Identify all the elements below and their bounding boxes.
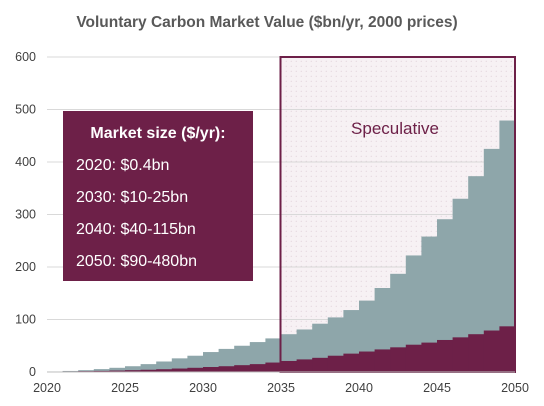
area-step-0-2032 bbox=[218, 366, 235, 372]
area-step-0-2031 bbox=[203, 367, 219, 372]
area-step-1-2025 bbox=[109, 367, 126, 372]
chart-title: Voluntary Carbon Market Value ($bn/yr, 2… bbox=[76, 14, 457, 31]
area-step-0-2047 bbox=[452, 337, 469, 372]
area-step-0-2029 bbox=[171, 368, 188, 372]
area-step-0-2050 bbox=[499, 326, 516, 372]
plot-area bbox=[47, 120, 516, 373]
y-tick-label-500: 500 bbox=[15, 103, 36, 117]
area-step-1-2048 bbox=[468, 176, 485, 372]
x-tick-label-2040: 2040 bbox=[345, 381, 373, 395]
callout-line-2040: 2040: $40-115bn bbox=[76, 221, 196, 238]
area-step-0-2038 bbox=[312, 357, 329, 372]
area-step-0-2033 bbox=[234, 365, 251, 372]
callout-heading: Market size ($/yr): bbox=[90, 125, 225, 142]
x-tick-label-2025: 2025 bbox=[111, 381, 139, 395]
area-step-1-2024 bbox=[93, 369, 110, 372]
area-series-0 bbox=[47, 326, 516, 372]
area-step-1-2026 bbox=[125, 366, 141, 372]
callout-line-2020: 2020: $0.4bn bbox=[76, 157, 169, 174]
area-step-1-2028 bbox=[156, 361, 173, 372]
area-step-0-2041 bbox=[359, 351, 375, 372]
area-step-0-2049 bbox=[483, 330, 500, 372]
y-tick-label-0: 0 bbox=[29, 365, 36, 379]
area-step-0-2048 bbox=[468, 334, 485, 372]
area-step-0-2035 bbox=[265, 362, 282, 372]
area-step-1-2023 bbox=[78, 370, 95, 372]
area-step-1-2050 bbox=[499, 120, 516, 373]
area-step-0-2030 bbox=[187, 367, 204, 372]
area-step-1-2046 bbox=[437, 219, 453, 372]
area-step-0-2036 bbox=[281, 360, 297, 372]
area-step-1-2044 bbox=[405, 255, 422, 372]
area-step-0-2040 bbox=[343, 353, 360, 372]
y-axis: 0 100 200 300 400 500 600 bbox=[15, 50, 36, 379]
area-step-0-2034 bbox=[249, 364, 266, 372]
area-step-0-2044 bbox=[405, 344, 422, 372]
callout-line-2050: 2050: $90-480bn bbox=[76, 253, 197, 270]
y-tick-label-400: 400 bbox=[15, 155, 36, 169]
area-step-0-2024 bbox=[93, 370, 110, 372]
x-tick-label-2045: 2045 bbox=[423, 381, 451, 395]
area-step-1-2045 bbox=[421, 236, 438, 372]
x-tick-label-2035: 2035 bbox=[267, 381, 295, 395]
area-step-0-2037 bbox=[296, 359, 313, 372]
y-tick-label-300: 300 bbox=[15, 208, 36, 222]
area-step-0-2043 bbox=[390, 347, 407, 372]
area-step-0-2039 bbox=[327, 355, 344, 372]
x-tick-label-2020: 2020 bbox=[33, 381, 61, 395]
area-step-0-2025 bbox=[109, 370, 126, 372]
x-tick-label-2030: 2030 bbox=[189, 381, 217, 395]
y-tick-label-100: 100 bbox=[15, 313, 36, 327]
x-axis: 2020 2025 2030 2035 2040 2045 2050 bbox=[33, 381, 529, 395]
market-size-callout: Market size ($/yr): 2020: $0.4bn 2030: $… bbox=[63, 111, 253, 281]
area-step-1-2027 bbox=[140, 364, 157, 372]
area-step-1-2047 bbox=[452, 198, 469, 372]
speculative-label: Speculative bbox=[351, 119, 439, 138]
area-step-0-2026 bbox=[125, 370, 141, 372]
y-tick-label-200: 200 bbox=[15, 260, 36, 274]
y-tick-label-600: 600 bbox=[15, 50, 36, 64]
area-step-1-2049 bbox=[483, 148, 500, 372]
area-step-0-2028 bbox=[156, 369, 173, 372]
callout-box bbox=[63, 111, 253, 281]
area-step-0-2045 bbox=[421, 342, 438, 372]
area-step-0-2046 bbox=[437, 339, 453, 372]
area-step-0-2042 bbox=[374, 349, 391, 372]
x-tick-label-2050: 2050 bbox=[501, 381, 529, 395]
area-step-0-2027 bbox=[140, 369, 157, 372]
callout-line-2030: 2030: $10-25bn bbox=[76, 189, 188, 206]
